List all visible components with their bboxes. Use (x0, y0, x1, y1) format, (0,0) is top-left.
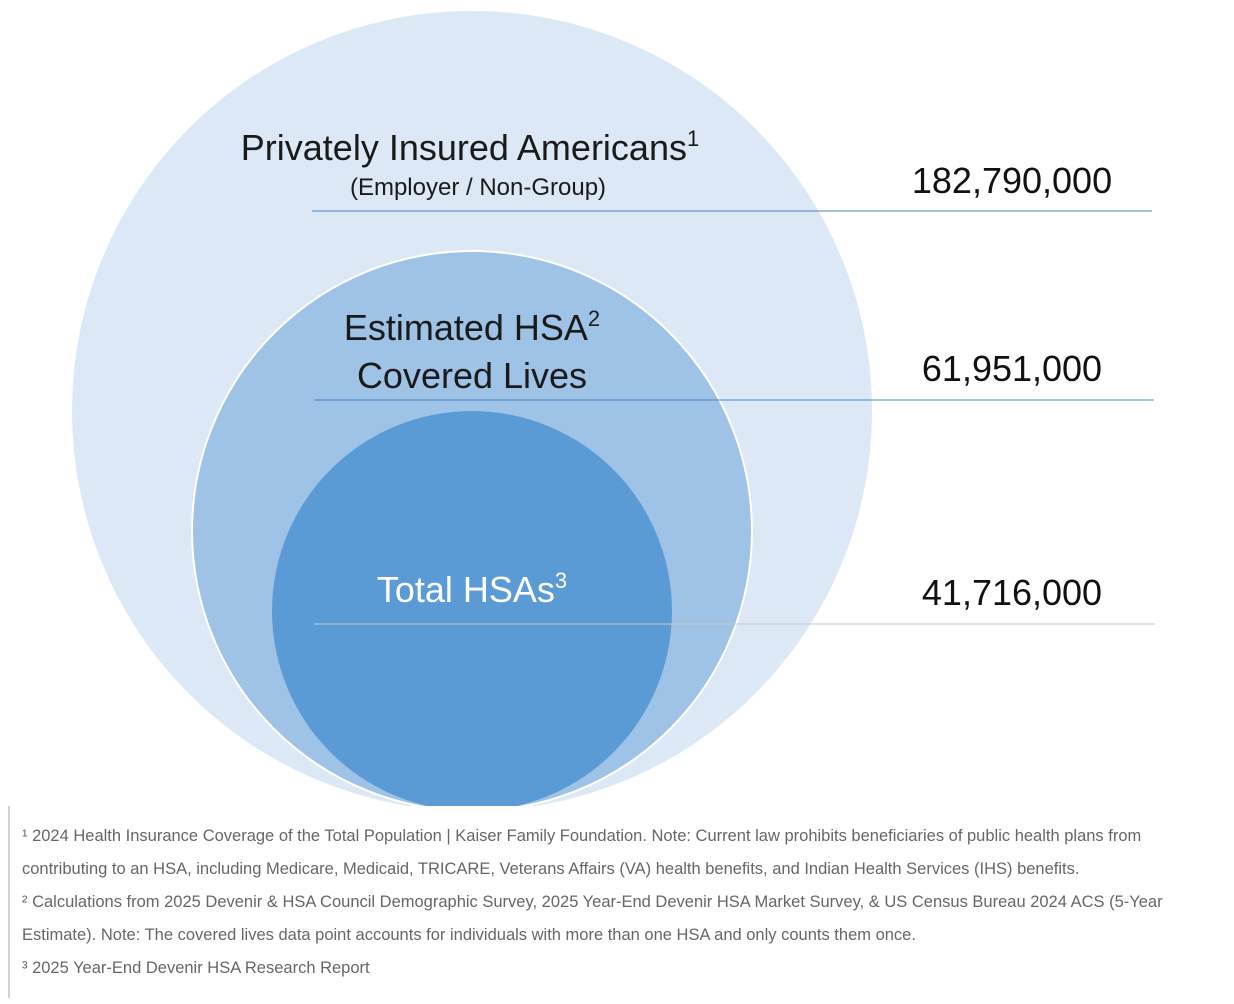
hsa-covered-lives-superscript: 2 (588, 306, 600, 331)
footnotes-section: ¹ 2024 Health Insurance Coverage of the … (8, 806, 1228, 998)
hsa-covered-lives-value: 61,951,000 (922, 348, 1102, 389)
hsa-covered-lives-title-line1: Estimated HSA2 (344, 306, 600, 348)
privately-insured-superscript: 1 (687, 126, 699, 151)
privately-insured-subtitle: (Employer / Non-Group) (350, 174, 606, 201)
total-hsas-circle (272, 411, 672, 806)
hsa-covered-lives-title-text: Estimated HSA (344, 307, 588, 348)
privately-insured-title-text: Privately Insured Americans (241, 127, 687, 168)
footnote-2: ² Calculations from 2025 Devenir & HSA C… (22, 893, 1163, 944)
footnote-1: ¹ 2024 Health Insurance Coverage of the … (22, 827, 1142, 878)
total-hsas-superscript: 3 (555, 568, 567, 593)
nested-circles-diagram: Privately Insured Americans1 (Employer /… (72, 11, 1155, 806)
hsa-covered-lives-title-line2: Covered Lives (357, 355, 587, 396)
total-hsas-value: 41,716,000 (922, 572, 1102, 613)
privately-insured-title: Privately Insured Americans1 (241, 126, 699, 168)
total-hsas-title: Total HSAs3 (377, 568, 567, 610)
privately-insured-value: 182,790,000 (912, 160, 1112, 201)
total-hsas-title-text: Total HSAs (377, 569, 555, 610)
footnote-3: ³ 2025 Year-End Devenir HSA Research Rep… (22, 959, 370, 977)
